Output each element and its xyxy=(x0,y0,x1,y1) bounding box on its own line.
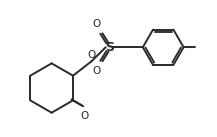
Text: O: O xyxy=(88,50,96,60)
Text: O: O xyxy=(80,111,88,121)
Text: S: S xyxy=(105,41,114,54)
Text: O: O xyxy=(93,19,101,29)
Text: O: O xyxy=(93,66,101,76)
